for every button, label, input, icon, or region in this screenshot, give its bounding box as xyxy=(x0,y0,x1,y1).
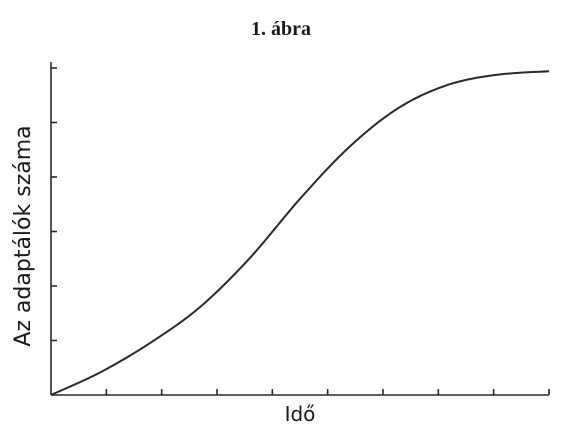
chart-title: 1. ábra xyxy=(251,18,311,40)
y-axis-label: Az adaptálók száma xyxy=(11,125,36,346)
x-axis-label: Idő xyxy=(285,402,316,426)
axis-ticks xyxy=(51,67,550,395)
adoption-curve xyxy=(50,70,550,396)
